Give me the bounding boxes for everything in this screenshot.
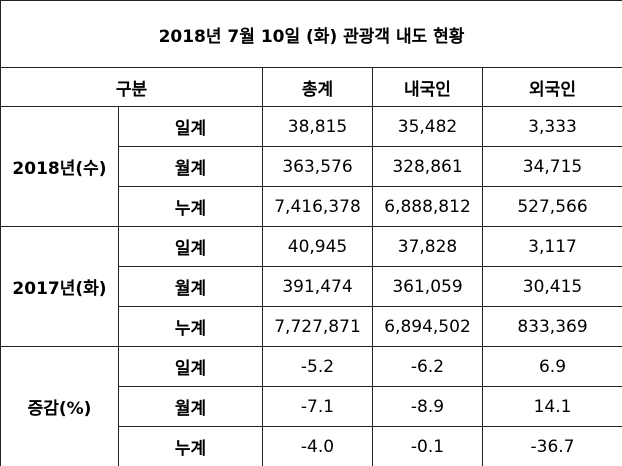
value-cell: -0.1 — [372, 426, 483, 466]
value-cell: 361,059 — [372, 266, 483, 307]
value-cell: -7.1 — [262, 386, 373, 427]
data-row: 2017년(화) 일계 40,945 37,828 3,117 — [0, 226, 622, 347]
row-label: 월계 — [118, 146, 263, 187]
value-cell: 38,815 — [262, 106, 373, 147]
table-title: 2018년 7월 10일 (화) 관광객 내도 현황 — [0, 0, 622, 68]
row-label: 일계 — [118, 106, 263, 147]
value-cell: 37,828 — [372, 226, 483, 267]
value-cell: 7,727,871 — [262, 306, 373, 347]
header-cell: 외국인 — [481, 67, 622, 107]
value-cell: -6.2 — [372, 346, 483, 387]
header-cell: 구분 — [0, 67, 263, 107]
row-label: 누계 — [118, 426, 263, 466]
value-cell: 6,888,812 — [372, 186, 483, 227]
data-row: 누계 7,727,871 6,894,502 833,369 — [1, 306, 622, 347]
data-row: 누계 -4.0 -0.1 -36.7 — [1, 426, 622, 466]
value-cell: 3,117 — [481, 226, 622, 267]
value-cell: 14.1 — [481, 386, 622, 427]
value-cell: -4.0 — [262, 426, 373, 466]
header-row: 구분 총계 내국인 외국인 — [0, 67, 622, 107]
data-row: 누계 7,416,378 6,888,812 527,566 — [1, 186, 622, 227]
value-cell: 833,369 — [481, 306, 622, 347]
value-cell: 6.9 — [481, 346, 622, 387]
data-row: 2018년(수) 일계 38,815 35,482 3,333 — [0, 106, 622, 227]
value-cell: 391,474 — [262, 266, 373, 307]
data-row: 월계 391,474 361,059 30,415 — [1, 266, 622, 307]
row-label: 월계 — [118, 266, 263, 307]
value-cell: 7,416,378 — [262, 186, 373, 227]
value-cell: 3,333 — [481, 106, 622, 147]
value-cell: 35,482 — [372, 106, 483, 147]
value-cell: 527,566 — [481, 186, 622, 227]
header-cell: 총계 — [262, 67, 373, 107]
row-label: 일계 — [118, 226, 263, 267]
title-row: 2018년 7월 10일 (화) 관광객 내도 현황 — [0, 0, 622, 68]
data-row: 월계 363,576 328,861 34,715 — [1, 146, 622, 187]
value-cell: 363,576 — [262, 146, 373, 187]
row-label: 월계 — [118, 386, 263, 427]
group-label: 증감(%) — [0, 346, 119, 466]
row-label: 누계 — [118, 306, 263, 347]
value-cell: 40,945 — [262, 226, 373, 267]
row-label: 일계 — [118, 346, 263, 387]
value-cell: 6,894,502 — [372, 306, 483, 347]
value-cell: -36.7 — [481, 426, 622, 466]
data-row: 증감(%) 일계 -5.2 -6.2 6.9 — [0, 346, 622, 466]
value-cell: 328,861 — [372, 146, 483, 187]
value-cell: 34,715 — [481, 146, 622, 187]
value-cell: 30,415 — [481, 266, 622, 307]
group-label: 2017년(화) — [0, 226, 119, 347]
row-label: 누계 — [118, 186, 263, 227]
data-row: 월계 -7.1 -8.9 14.1 — [1, 386, 622, 427]
group-label: 2018년(수) — [0, 106, 119, 227]
value-cell: -8.9 — [372, 386, 483, 427]
value-cell: -5.2 — [262, 346, 373, 387]
header-cell: 내국인 — [372, 67, 483, 107]
